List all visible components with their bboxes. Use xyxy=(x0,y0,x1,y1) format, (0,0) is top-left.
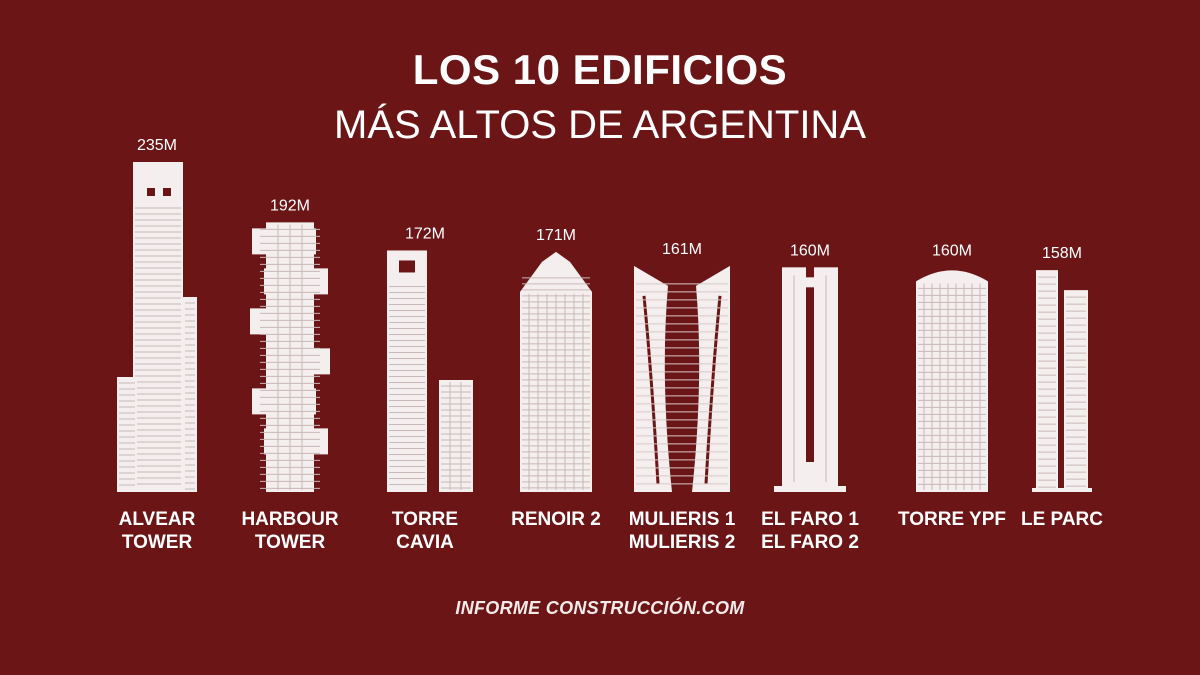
value-label: 158M xyxy=(1042,245,1082,262)
building-bar xyxy=(250,222,330,492)
value-label: 171M xyxy=(536,227,576,244)
category-label: HARBOUR xyxy=(241,509,338,530)
category-label: TOWER xyxy=(122,532,193,553)
brand-logo-text: INFORME CONSTRUCCIÓN.COM xyxy=(455,598,745,618)
value-label: 235M xyxy=(137,137,177,154)
building-bar xyxy=(117,162,197,492)
category-label: TORRE YPF xyxy=(898,509,1006,530)
building-bar xyxy=(774,267,846,492)
category-label: RENOIR 2 xyxy=(511,509,601,530)
building-bar xyxy=(634,265,730,492)
value-label: 172M xyxy=(405,225,445,242)
building-bar xyxy=(520,251,592,492)
category-label: TOWER xyxy=(255,532,326,553)
category-label: EL FARO 1 xyxy=(761,509,859,530)
category-label: ALVEAR xyxy=(119,509,196,530)
category-label: CAVIA xyxy=(396,532,454,553)
category-label: MULIERIS 2 xyxy=(629,532,736,553)
category-label: TORRE xyxy=(392,509,458,530)
value-label: 161M xyxy=(662,241,702,258)
building-bar xyxy=(387,250,473,492)
value-label: 192M xyxy=(270,197,310,214)
category-label: MULIERIS 1 xyxy=(629,509,736,530)
building-bar xyxy=(916,270,988,492)
chart-title: LOS 10 EDIFICIOS xyxy=(412,46,788,93)
value-label: 160M xyxy=(932,242,972,259)
category-label: LE PARC xyxy=(1021,509,1103,530)
building-bar xyxy=(1032,270,1092,492)
chart-subtitle: MÁS ALTOS DE ARGENTINA xyxy=(334,103,866,147)
value-label: 160M xyxy=(790,242,830,259)
category-label: EL FARO 2 xyxy=(761,532,859,553)
